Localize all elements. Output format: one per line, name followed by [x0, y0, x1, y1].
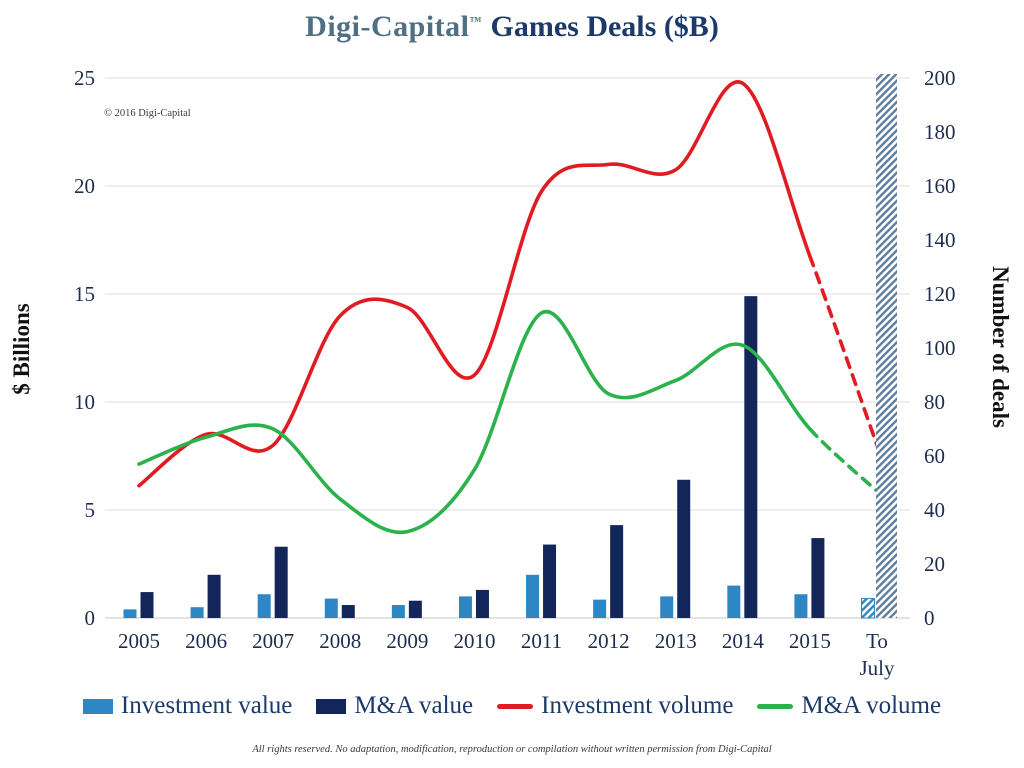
- svg-text:2014: 2014: [722, 629, 765, 653]
- svg-text:5: 5: [85, 498, 96, 522]
- brand-name: Digi-Capital: [305, 10, 470, 43]
- svg-text:2015: 2015: [789, 629, 831, 653]
- investment-value-bars: [123, 574, 875, 619]
- legend-item-m-a-value: M&A value: [316, 692, 473, 720]
- right-axis-tick-labels: 0 20 40 60 80 100 120 140 160 180 200: [924, 66, 956, 630]
- trademark-symbol: ™: [469, 14, 482, 28]
- legend-bar-swatch: [82, 698, 113, 714]
- legend-item-investment-volume: Investment volume: [497, 692, 733, 720]
- legend-line-swatch: [497, 703, 534, 709]
- legend-label: M&A value: [354, 692, 474, 719]
- projection-bar: [876, 74, 897, 618]
- legend-label: Investment volume: [541, 692, 734, 719]
- svg-text:80: 80: [924, 390, 945, 414]
- svg-text:20: 20: [924, 552, 945, 576]
- left-axis-tick-labels: 0 5 10 15 20 25: [74, 66, 95, 630]
- svg-text:2006: 2006: [185, 629, 227, 653]
- svg-text:2011: 2011: [521, 629, 562, 653]
- svg-text:2013: 2013: [655, 629, 697, 653]
- svg-text:2008: 2008: [319, 629, 361, 653]
- ma-value-bars: [140, 296, 825, 618]
- svg-text:2012: 2012: [588, 629, 630, 653]
- svg-text:60: 60: [924, 444, 945, 468]
- footer-disclaimer: All rights reserved. No adaptation, modi…: [252, 744, 772, 755]
- svg-text:40: 40: [924, 498, 945, 522]
- x-axis-labels: 2005 2006 2007 2008 2009 2010 2011 2012 2013 2014…: [118, 629, 895, 680]
- legend-bar-swatch: [316, 698, 347, 714]
- gridlines: [105, 77, 910, 619]
- svg-text:2007: 2007: [252, 629, 294, 653]
- copyright-note: © 2016 Digi-Capital: [104, 108, 191, 119]
- svg-text:180: 180: [924, 120, 956, 144]
- svg-text:10: 10: [74, 390, 95, 414]
- svg-text:0: 0: [85, 606, 96, 630]
- svg-text:200: 200: [924, 66, 956, 90]
- svg-text:25: 25: [74, 66, 95, 90]
- chart-legend: Investment value M&A value Investment volu…: [0, 692, 1024, 720]
- investment-volume-line: [137, 80, 879, 488]
- svg-text:2005: 2005: [118, 629, 160, 653]
- legend-item-investment-value: Investment value: [82, 692, 293, 720]
- svg-text:2009: 2009: [386, 629, 428, 653]
- legend-item-m-a-volume: M&A volume: [757, 692, 941, 720]
- legend-line-swatch: [757, 703, 794, 709]
- svg-text:2010: 2010: [453, 629, 495, 653]
- ma-volume-line: [137, 309, 879, 535]
- svg-text:120: 120: [924, 282, 956, 306]
- svg-text:140: 140: [924, 228, 956, 252]
- title-text: Games Deals ($B): [490, 10, 719, 43]
- svg-text:100: 100: [924, 336, 956, 360]
- svg-text:15: 15: [74, 282, 95, 306]
- svg-text:160: 160: [924, 174, 956, 198]
- page-title: Digi-Capital™ Games Deals ($B): [0, 10, 1024, 44]
- legend-label: M&A volume: [801, 692, 942, 719]
- svg-text:20: 20: [74, 174, 95, 198]
- svg-text:0: 0: [924, 606, 935, 630]
- legend-label: Investment value: [120, 692, 293, 719]
